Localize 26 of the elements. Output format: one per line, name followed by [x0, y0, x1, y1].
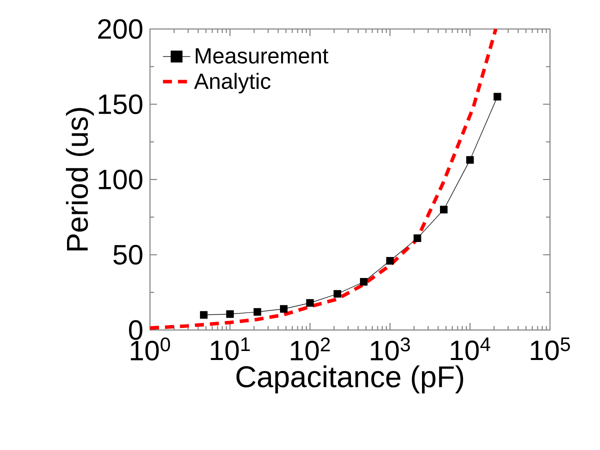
- y-tick-label: 150: [98, 94, 142, 114]
- y-axis-title: Period (us): [66, 108, 94, 250]
- point: [440, 206, 448, 214]
- x-axis-title: Capacitance (pF): [236, 365, 464, 394]
- point: [280, 305, 288, 313]
- x-tick-label: 10$^{4}$: [450, 338, 490, 360]
- point: [254, 308, 262, 316]
- y-tick-label: 0: [128, 320, 142, 340]
- legend-label: Analytic: [194, 72, 270, 94]
- point: [226, 310, 234, 318]
- point: [200, 311, 208, 319]
- point: [414, 234, 422, 242]
- point: [306, 299, 314, 307]
- point: [360, 278, 368, 286]
- legend-label: Measurement: [196, 48, 328, 64]
- x-tick-label: 10$^{5}$: [530, 338, 570, 360]
- x-tick-label: 10$^{3}$: [370, 338, 410, 361]
- point: [466, 156, 474, 164]
- y-tick-label: 100: [98, 170, 142, 190]
- point: [386, 256, 394, 265]
- y-tick-label: 200: [98, 19, 142, 39]
- y-tick-label: 50: [113, 244, 142, 265]
- point: [494, 92, 502, 101]
- x-tick-label: 10$^{1}$: [210, 338, 250, 360]
- x-tick-label: 10$^{2}$: [290, 338, 330, 361]
- point: [334, 290, 342, 298]
